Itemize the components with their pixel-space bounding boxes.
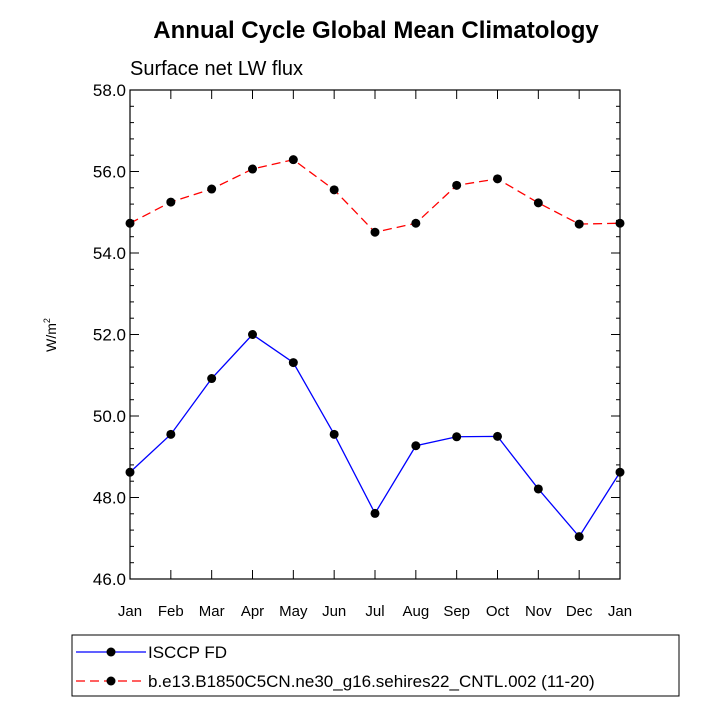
- x-tick-label: Dec: [566, 603, 593, 620]
- chart-subtitle: Surface net LW flux: [130, 58, 303, 80]
- x-tick-label: Apr: [241, 603, 264, 620]
- y-axis: 46.0 48.0 50.0 52.0 54.0 56.0 58.0: [93, 81, 620, 589]
- plot-border: [129, 89, 621, 580]
- data-point: [574, 219, 584, 229]
- data-point: [370, 508, 380, 518]
- x-axis: Jan Feb Mar Apr May Jun Jul Aug Sep Oct Nov Dec Jan: [118, 90, 632, 620]
- y-axis-label: W/m2: [42, 318, 59, 352]
- x-tick-label: Feb: [158, 603, 184, 620]
- data-point: [615, 218, 625, 228]
- data-point: [574, 532, 584, 542]
- y-tick-label: 54.0: [93, 244, 126, 263]
- x-tick-label: Oct: [486, 603, 510, 620]
- data-point: [125, 218, 135, 228]
- y-axis-label-unit: W/m: [43, 323, 59, 352]
- data-point: [370, 227, 380, 237]
- x-tick-label: Jan: [118, 603, 142, 620]
- data-point: [288, 358, 298, 368]
- legend-label: b.e13.B1850C5CN.ne30_g16.sehires22_CNTL.…: [148, 672, 595, 691]
- series-layer: [125, 155, 625, 542]
- legend-marker: [106, 647, 116, 657]
- legend: ISCCP FD b.e13.B1850C5CN.ne30_g16.sehires…: [71, 634, 680, 697]
- x-tick-label: Jan: [608, 603, 632, 620]
- x-tick-label: Jun: [322, 603, 346, 620]
- y-axis-label-exponent: 2: [42, 318, 52, 323]
- y-tick-label: 48.0: [93, 489, 126, 508]
- x-tick-label: Aug: [402, 603, 429, 620]
- legend-marker: [106, 676, 116, 686]
- y-tick-label: 50.0: [93, 407, 126, 426]
- legend-box: [71, 634, 680, 697]
- data-point: [452, 432, 462, 442]
- y-tick-label: 58.0: [93, 81, 126, 100]
- data-point: [452, 180, 462, 190]
- x-tick-label: Mar: [199, 603, 225, 620]
- data-point: [411, 218, 421, 228]
- legend-item-2: b.e13.B1850C5CN.ne30_g16.sehires22_CNTL.…: [76, 672, 595, 691]
- x-tick-label: Nov: [525, 603, 552, 620]
- data-point: [615, 467, 625, 477]
- series-line: [129, 158, 621, 233]
- data-point: [166, 197, 176, 207]
- y-tick-label: 56.0: [93, 163, 126, 182]
- series-1: [125, 330, 625, 542]
- legend-item-1: ISCCP FD: [76, 643, 227, 662]
- data-point: [125, 467, 135, 477]
- data-point: [207, 374, 217, 384]
- data-point: [329, 429, 339, 439]
- x-tick-label: Sep: [443, 603, 470, 620]
- data-point: [329, 185, 339, 195]
- x-tick-label: Jul: [365, 603, 384, 620]
- x-tick-label: May: [279, 603, 308, 620]
- series-line: [129, 333, 621, 538]
- data-point: [411, 441, 421, 451]
- data-point: [207, 184, 217, 194]
- data-point: [288, 155, 298, 165]
- series-2: [125, 155, 625, 237]
- data-point: [533, 484, 543, 494]
- y-tick-label: 52.0: [93, 326, 126, 345]
- plot-frame: [129, 89, 621, 580]
- chart-title: Annual Cycle Global Mean Climatology: [153, 17, 599, 44]
- data-point: [493, 431, 502, 441]
- y-tick-label: 46.0: [93, 570, 126, 589]
- data-point: [166, 429, 176, 439]
- data-point: [248, 164, 257, 174]
- data-point: [533, 198, 543, 208]
- data-point: [248, 330, 257, 339]
- data-point: [493, 174, 502, 184]
- legend-label: ISCCP FD: [148, 643, 227, 662]
